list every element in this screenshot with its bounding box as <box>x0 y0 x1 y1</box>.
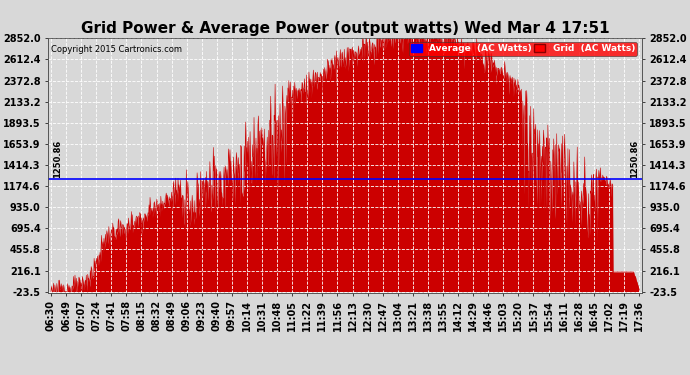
Text: Copyright 2015 Cartronics.com: Copyright 2015 Cartronics.com <box>51 45 182 54</box>
Title: Grid Power & Average Power (output watts) Wed Mar 4 17:51: Grid Power & Average Power (output watts… <box>81 21 609 36</box>
Legend: Average  (AC Watts), Grid  (AC Watts): Average (AC Watts), Grid (AC Watts) <box>408 42 637 56</box>
Text: 1250.86: 1250.86 <box>630 140 639 178</box>
Text: 1250.86: 1250.86 <box>54 140 63 178</box>
